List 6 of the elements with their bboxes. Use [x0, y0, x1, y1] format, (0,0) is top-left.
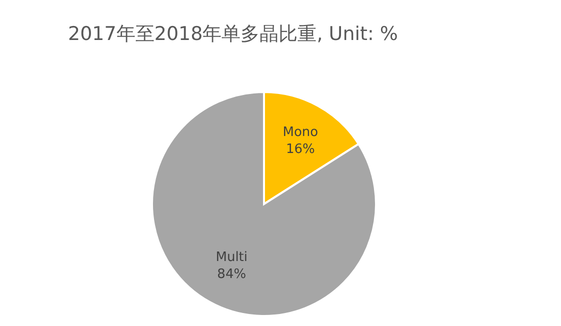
pie-slice	[151, 91, 377, 317]
chart-title: 2017年至2018年单多晶比重, Unit: %	[68, 23, 398, 45]
data-label: 84%	[217, 266, 246, 282]
slice-label: Multi	[216, 250, 248, 265]
data-label: 16%	[286, 142, 315, 157]
slice-label: Mono	[282, 124, 318, 140]
